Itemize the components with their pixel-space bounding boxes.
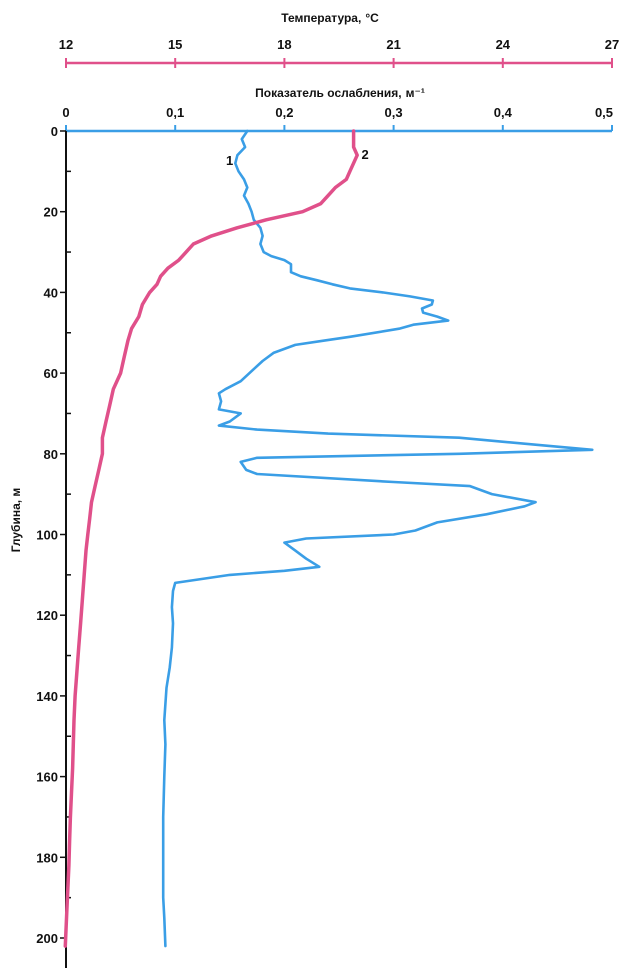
depth-tick-label: 120 <box>36 608 58 623</box>
attenuation-tick-label: 0,3 <box>385 105 403 120</box>
series-label: 2 <box>362 147 369 162</box>
depth-tick-label: 100 <box>36 528 58 543</box>
temperature-ticks: 12 15 18 21 24 27 <box>59 37 619 68</box>
depth-tick-label: 140 <box>36 689 58 704</box>
attenuation-axis-title: Показатель ослабления, м⁻¹ <box>255 86 425 100</box>
depth-tick-label: 20 <box>44 205 58 220</box>
depth-tick-label: 200 <box>36 931 58 946</box>
series-label: 1 <box>226 153 233 168</box>
temperature-tick-label: 24 <box>496 37 511 52</box>
attenuation-tick-label: 0,4 <box>494 105 513 120</box>
temperature-axis-title: Температура, °C <box>281 11 379 25</box>
attenuation-series-line <box>161 129 594 948</box>
depth-axis-title: Глубина, м <box>9 488 23 553</box>
attenuation-tick-label: 0,2 <box>275 105 293 120</box>
attenuation-tick-label: 0,5 <box>595 105 613 120</box>
attenuation-tick-label: 0,1 <box>166 105 184 120</box>
temperature-series-line <box>63 129 359 948</box>
temperature-tick-label: 12 <box>59 37 73 52</box>
depth-ticks: 0 20 40 60 80 100 120 140 160 180 200 <box>36 124 71 946</box>
temperature-tick-label: 27 <box>605 37 619 52</box>
attenuation-ticks: 0 0,1 0,2 0,3 0,4 0,5 <box>62 105 613 131</box>
depth-tick-label: 40 <box>44 285 58 300</box>
depth-tick-label: 160 <box>36 770 58 785</box>
depth-axis: 0 20 40 60 80 100 120 140 160 180 200 Глубина, м <box>9 124 71 968</box>
temperature-tick-label: 15 <box>168 37 182 52</box>
attenuation-tick-label: 0 <box>62 105 69 120</box>
attenuation-axis: Показатель ослабления, м⁻¹ 0 0,1 0,2 0,3 0,4 0… <box>62 86 613 133</box>
temperature-tick-label: 21 <box>386 37 400 52</box>
depth-tick-label: 80 <box>44 447 58 462</box>
temperature-axis: Температура, °C 12 15 18 21 24 27 <box>59 11 619 68</box>
temperature-tick-label: 18 <box>277 37 291 52</box>
depth-tick-label: 0 <box>51 124 58 139</box>
depth-tick-label: 180 <box>36 850 58 865</box>
depth-tick-label: 60 <box>44 366 58 381</box>
